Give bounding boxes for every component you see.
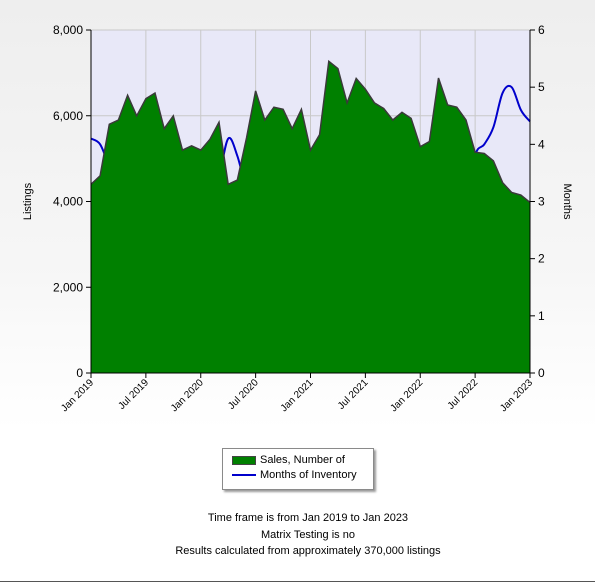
- legend-swatch-inventory: [232, 474, 256, 476]
- y-tick-label-right-0: 0: [538, 366, 545, 380]
- legend-swatch-sales: [232, 455, 256, 465]
- legend-label-sales: Sales, Number of: [260, 454, 345, 466]
- y-tick-label-left-0: 0: [76, 366, 83, 380]
- x-tick-label-7: Jul 2022: [446, 377, 481, 412]
- note-timeframe: Time frame is from Jan 2019 to Jan 2023: [207, 512, 409, 524]
- y-axis-title-left: Listings: [22, 182, 34, 220]
- x-tick-label-5: Jul 2021: [336, 377, 371, 412]
- legend-item-inventory: Months of Inventory: [232, 469, 357, 481]
- x-tick-label-1: Jul 2019: [116, 377, 151, 412]
- x-tick-label-0: Jan 2019: [59, 377, 96, 414]
- y-tick-label-left-4: 8,000: [53, 23, 83, 37]
- chart-notes: Time frame is from Jan 2019 to Jan 2023 …: [0, 510, 595, 560]
- y-tick-label-left-2: 4,000: [53, 195, 83, 209]
- series-area-sales: [91, 61, 530, 374]
- y-tick-label-right-4: 4: [538, 137, 545, 151]
- legend-item-sales: Sales, Number of: [232, 454, 345, 466]
- x-tick-label-4: Jan 2021: [279, 377, 316, 414]
- y-tick-label-right-2: 2: [538, 252, 545, 266]
- y-tick-label-left-1: 2,000: [53, 280, 83, 294]
- note-matrix-testing: Matrix Testing is no: [261, 528, 355, 541]
- y-tick-label-right-1: 1: [538, 309, 545, 323]
- x-tick-label-8: Jan 2023: [498, 377, 535, 414]
- legend-label-inventory: Months of Inventory: [260, 469, 357, 481]
- y-tick-label-right-5: 5: [538, 80, 545, 94]
- y-tick-label-right-3: 3: [538, 195, 545, 209]
- x-tick-label-2: Jan 2020: [169, 377, 206, 414]
- y-axis-title-right: Months: [561, 183, 573, 220]
- note-listing-count: Results calculated from approximately 37…: [175, 545, 441, 557]
- x-tick-label-3: Jul 2020: [226, 377, 261, 412]
- y-tick-label-left-3: 6,000: [53, 109, 83, 123]
- chart-legend: Sales, Number of Months of Inventory: [222, 448, 374, 490]
- series-outline-sales: [90, 59, 531, 203]
- x-tick-label-6: Jan 2022: [388, 377, 425, 414]
- y-tick-label-right-6: 6: [538, 23, 545, 37]
